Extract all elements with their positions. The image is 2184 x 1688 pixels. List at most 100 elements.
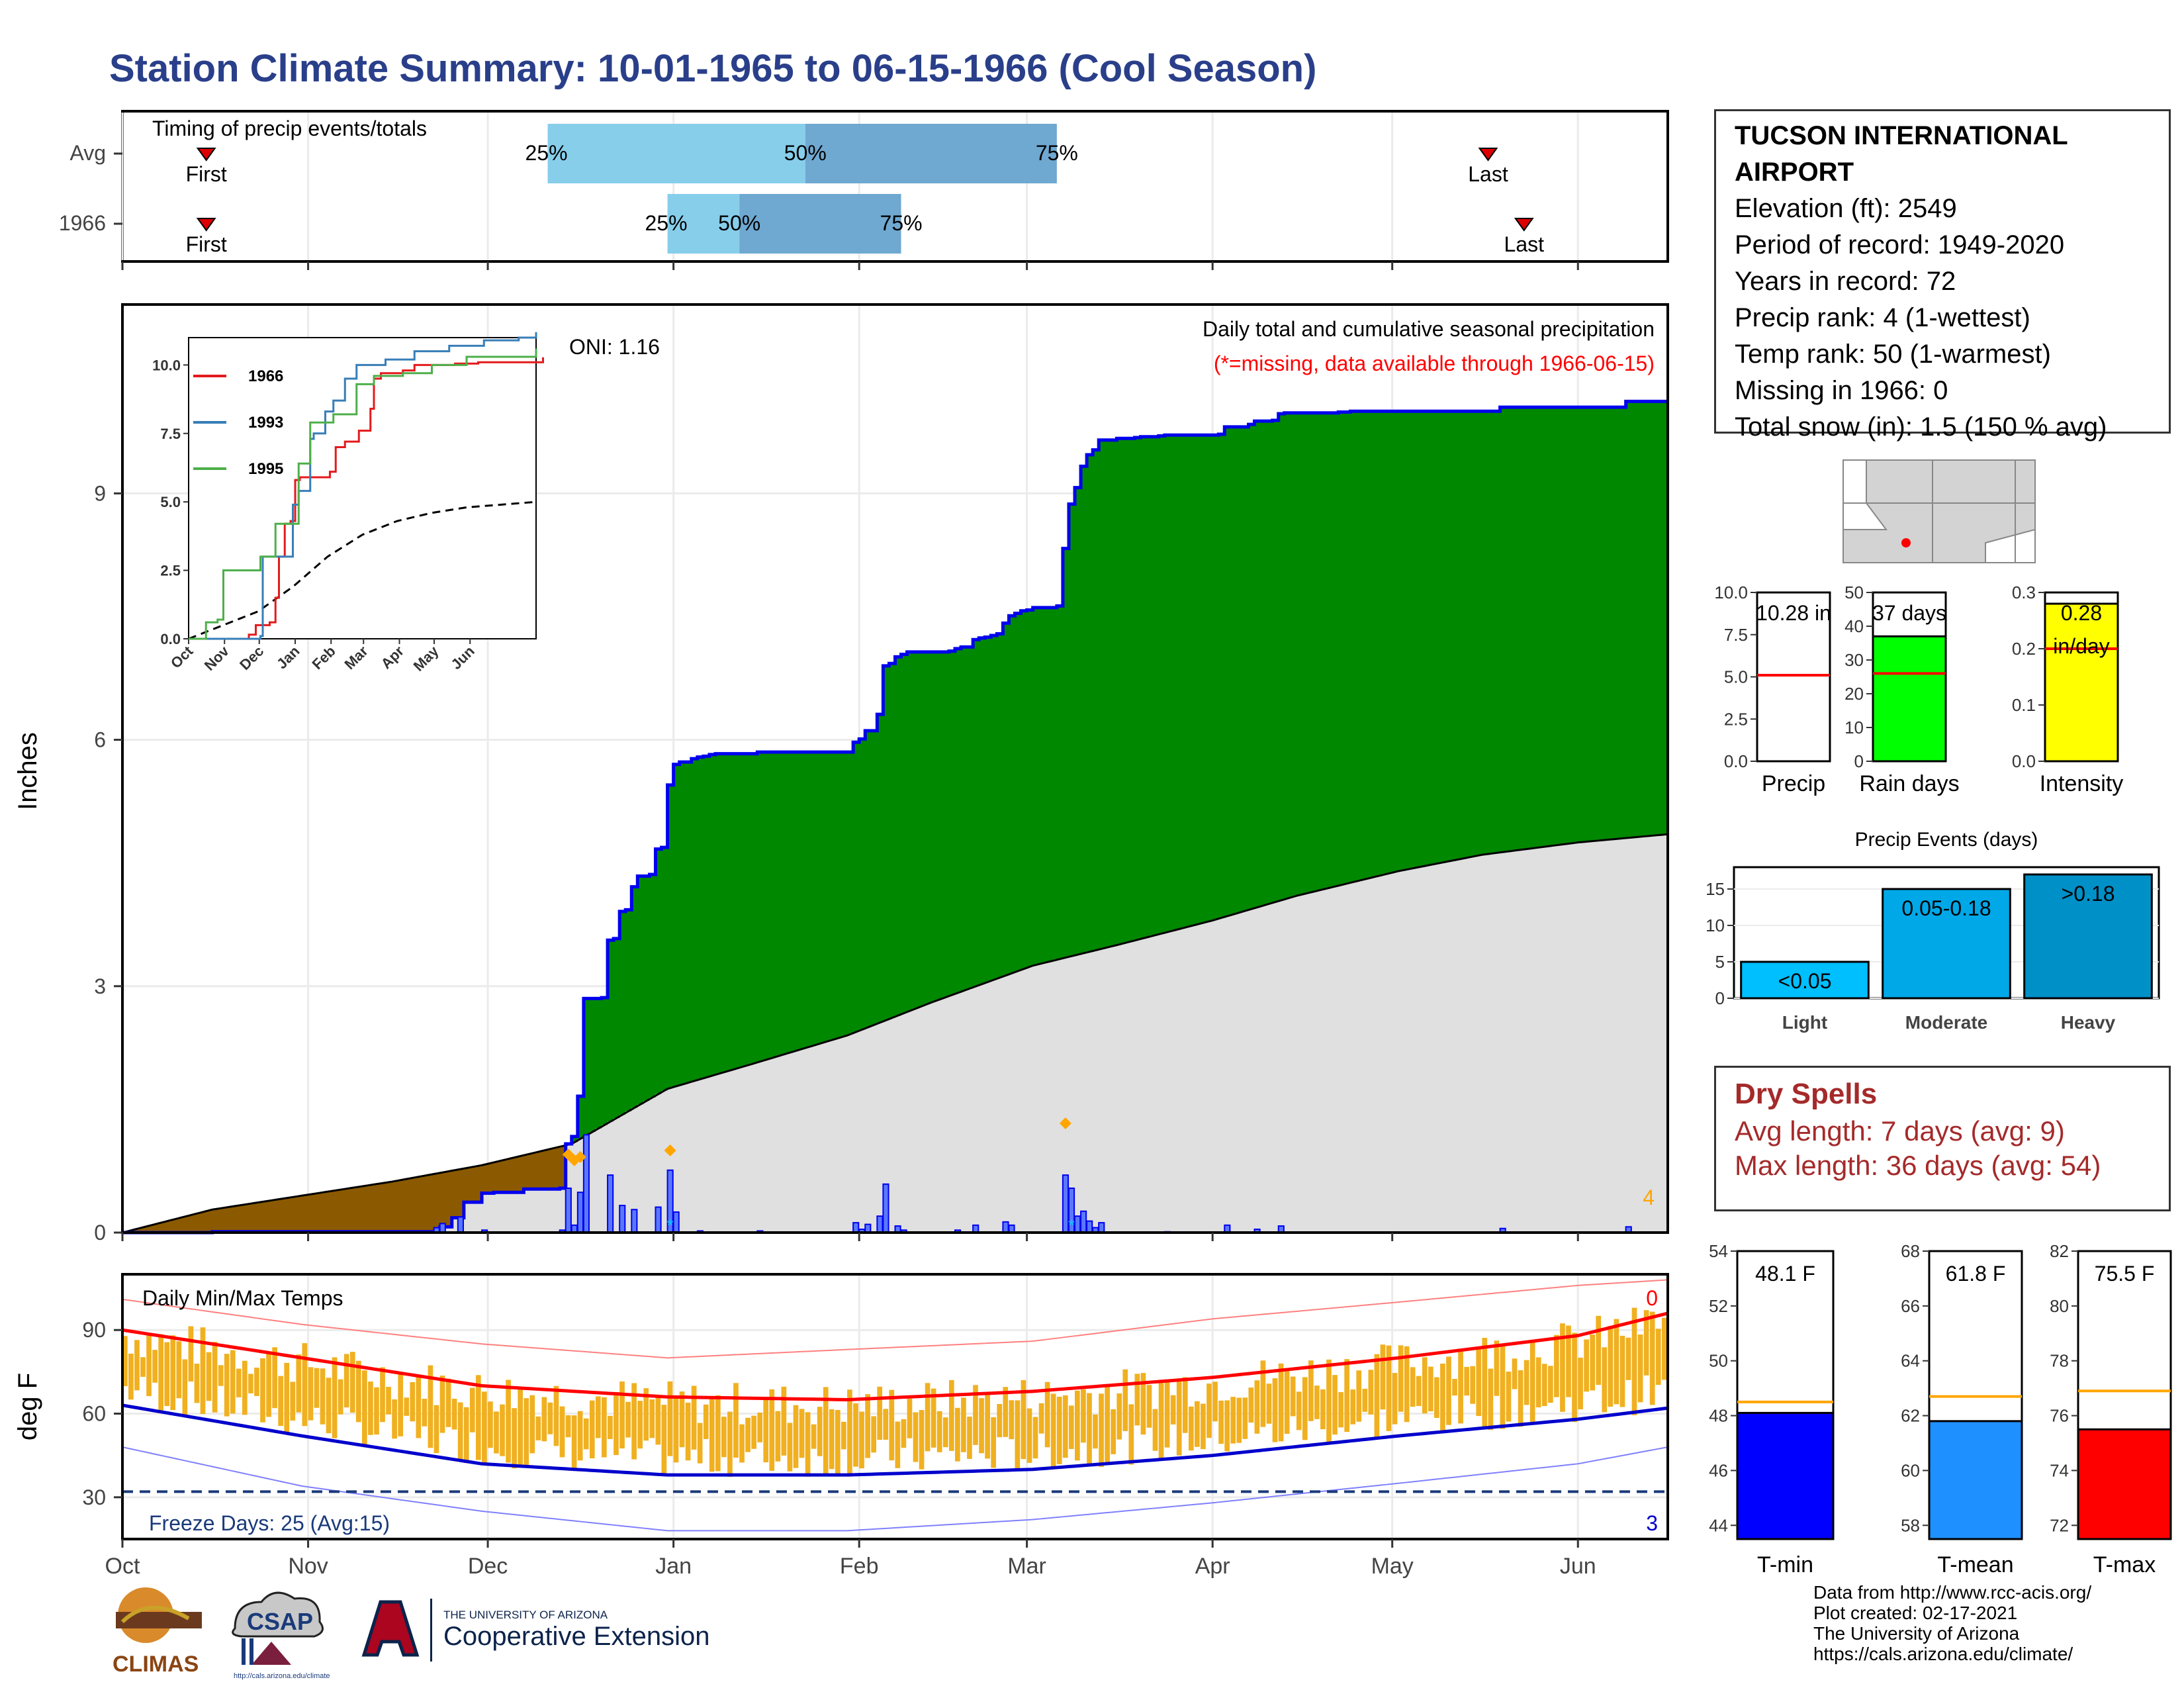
daily-precip-bar: [582, 1134, 590, 1233]
daily-temp-bar: [805, 1412, 811, 1477]
temp-y-axis-label: deg F: [13, 1373, 42, 1440]
daily-temp-bar: [1032, 1417, 1038, 1459]
daily-temp-bar: [1003, 1387, 1009, 1437]
precip-panel-subtitle: (*=missing, data available through 1966-…: [1214, 352, 1655, 375]
temp-frame: [121, 1273, 1669, 1540]
timing-bar-upper: [805, 124, 1057, 183]
daily-temp-bar: [140, 1357, 146, 1377]
normal-min-line: [122, 1403, 1668, 1477]
daily-precip-bar: [882, 1183, 889, 1233]
precip-y-tick-label: 9: [94, 481, 106, 505]
csap-url: http://cals.arizona.edu/climate: [234, 1672, 330, 1680]
daily-temp-bar: [410, 1382, 416, 1422]
normal-cumulative-line: [122, 833, 1668, 1234]
temp-x-tick-label: Jan: [655, 1554, 692, 1579]
daily-temp-bar: [296, 1354, 302, 1413]
timing-last-marker: [1514, 218, 1534, 232]
daily-temp-bar: [1140, 1373, 1146, 1435]
dry-spells-avg: Avg length: 7 days (avg: 9): [1735, 1115, 2065, 1147]
temp-bar-y-tick-label: 66: [1901, 1296, 1920, 1316]
normal-cumulative-area: [122, 834, 1668, 1233]
daily-temp-bar: [979, 1398, 984, 1454]
temp-x-tick-label: Mar: [1007, 1554, 1046, 1579]
daily-temp-bar: [1068, 1405, 1074, 1449]
temp-x-tick-label: May: [1371, 1554, 1414, 1579]
daily-temp-bar: [1056, 1396, 1062, 1464]
daily-temp-bar: [913, 1412, 919, 1462]
total-bar-y-tick-label: 10: [1844, 718, 1864, 737]
daily-temp-bar: [1547, 1366, 1553, 1403]
daily-temp-bar: [1458, 1350, 1463, 1424]
daily-temp-bar: [284, 1362, 290, 1432]
total-bar-y-tick-label: 0.3: [2012, 583, 2036, 602]
daily-temp-bar: [1464, 1366, 1469, 1396]
inset-series-line: [189, 357, 544, 640]
daily-temp-bar: [338, 1379, 343, 1415]
daily-precip-bar: [1080, 1210, 1087, 1233]
precip-y-axis-label: Inches: [13, 732, 42, 810]
daily-temp-bar: [164, 1342, 170, 1407]
daily-precip-bar: [619, 1205, 626, 1234]
temp-bar-y-tick-label: 80: [2050, 1296, 2069, 1316]
daily-temp-bar: [1535, 1357, 1541, 1408]
oni-label: ONI: 1.16: [569, 335, 660, 359]
events-y-tick-label: 10: [1706, 915, 1725, 935]
daily-temp-bar: [614, 1391, 619, 1456]
daily-temp-bar: [188, 1326, 194, 1382]
daily-temp-bar: [1116, 1393, 1122, 1440]
above-normal-area: [565, 401, 1668, 1145]
daily-temp-bar: [1302, 1377, 1308, 1440]
daily-temp-bar: [1248, 1387, 1254, 1423]
daily-temp-bar: [1434, 1377, 1439, 1418]
daily-temp-bar: [320, 1368, 326, 1425]
daily-temp-bar: [901, 1419, 907, 1448]
daily-temp-bar: [482, 1391, 487, 1465]
station-temp-rank: Temp rank: 50 (1-warmest): [1735, 340, 2051, 369]
daily-temp-bar: [182, 1359, 188, 1417]
daily-temp-bar: [1452, 1379, 1457, 1396]
daily-temp-bar: [691, 1385, 697, 1450]
daily-temp-bar: [1518, 1370, 1524, 1427]
daily-temp-bar: [398, 1374, 404, 1436]
daily-temp-bar: [272, 1347, 277, 1409]
daily-temp-bar: [823, 1387, 829, 1474]
temp-bar-name: T-min: [1757, 1552, 1813, 1577]
daily-temp-bar: [368, 1382, 373, 1435]
daily-temp-bar: [158, 1334, 163, 1411]
inset-series-line: [189, 348, 537, 640]
dry-spells-heading: Dry Spells: [1735, 1078, 1878, 1110]
daily-temp-bar: [518, 1387, 523, 1466]
temp-bar-y-tick-label: 64: [1901, 1351, 1920, 1371]
daily-temp-bar: [1619, 1335, 1625, 1407]
total-bar-y-tick-label: 2.5: [1724, 709, 1748, 729]
temp-bar-value-label: 48.1 F: [1755, 1262, 1815, 1286]
temp-y-tick-label: 60: [82, 1402, 106, 1426]
daily-temp-bar: [877, 1386, 883, 1440]
daily-temp-bar: [332, 1357, 338, 1438]
precip-frame: [121, 303, 1669, 1234]
daily-temp-bar: [595, 1396, 601, 1438]
daily-temp-bar: [1541, 1364, 1547, 1407]
daily-temp-bar: [1596, 1315, 1602, 1385]
timing-first-label: First: [186, 232, 227, 256]
temp-bar-y-tick-label: 48: [1709, 1406, 1728, 1426]
events-bar: [1740, 961, 1870, 1000]
daily-temp-bar: [308, 1367, 314, 1421]
daily-temp-bar: [817, 1407, 823, 1456]
temp-bar-y-tick-label: 44: [1709, 1515, 1728, 1535]
daily-temp-bar: [236, 1368, 242, 1397]
daily-temp-bar: [889, 1389, 895, 1461]
daily-temp-bar: [1284, 1370, 1290, 1434]
daily-temp-bar: [349, 1352, 355, 1413]
daily-temp-bar: [667, 1381, 673, 1456]
daily-temp-bar: [1398, 1345, 1404, 1412]
temp-bar-value-label: 61.8 F: [1946, 1262, 2006, 1286]
daily-precip-bar: [607, 1174, 614, 1233]
daily-temp-bar: [1087, 1393, 1092, 1465]
daily-precip-bar: [576, 1192, 584, 1234]
daily-temp-bar: [1524, 1360, 1529, 1405]
precip-events-chart: 0 5 10 15 Precip Events (days) <0.05 Light 0.05…: [1706, 829, 2160, 1033]
events-category-label: Heavy: [2061, 1012, 2116, 1033]
daily-temp-bar: [547, 1402, 553, 1434]
daily-temp-bar: [1338, 1391, 1343, 1428]
